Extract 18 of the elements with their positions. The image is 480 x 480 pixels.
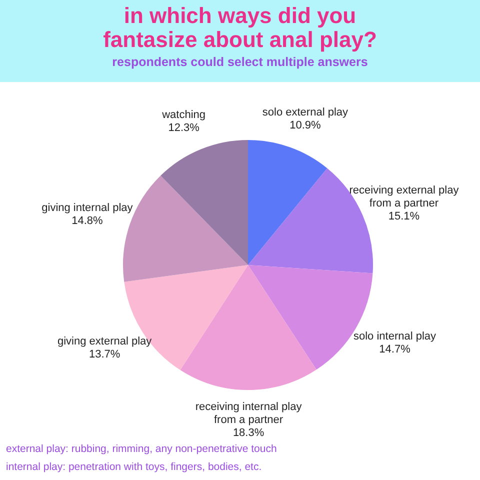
- data-label: 18.3%: [232, 427, 264, 440]
- chart-subtitle: respondents could select multiple answers: [111, 55, 369, 69]
- data-label: 10.9%: [290, 120, 321, 132]
- slice-label: receiving external play from a partner: [349, 184, 460, 210]
- text: internal play: penetration with toys, fingers, bodies, etc.: [6, 460, 263, 475]
- data-label: 15.1%: [388, 210, 420, 222]
- slice-label: giving external play: [57, 336, 152, 348]
- data-label: 14.8%: [72, 215, 104, 228]
- slice-label: solo internal play: [353, 330, 437, 343]
- data-label: 14.7%: [379, 344, 411, 356]
- chart-title: in which ways did you fantasize about anal play?: [102, 3, 378, 52]
- data-label: 13.7%: [88, 348, 120, 361]
- data-label: 12.3%: [168, 122, 200, 134]
- slice-label: watching: [161, 109, 206, 122]
- slice-label: solo external play: [262, 106, 348, 119]
- slice-label: receiving internal play from a partner: [195, 401, 302, 426]
- text: external play: rubbing, rimming, any non-penetrative touch: [6, 442, 277, 457]
- slice-label: giving internal play: [42, 202, 134, 214]
